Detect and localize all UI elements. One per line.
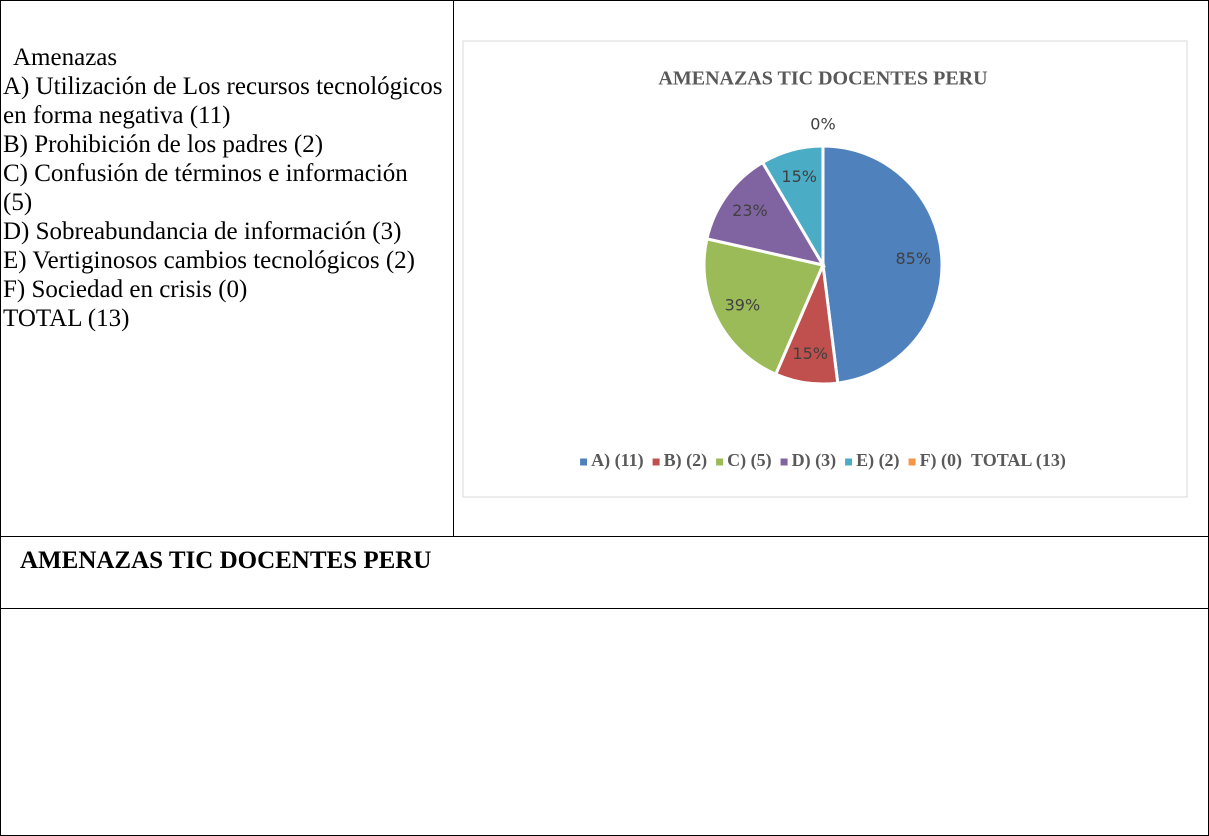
legend-marker xyxy=(652,458,660,466)
pie-slice xyxy=(821,144,944,385)
legend-label: E) (2) xyxy=(856,450,900,471)
legend-label: B) (2) xyxy=(664,450,708,471)
item: F) Sociedad en crisis (0) xyxy=(3,276,248,303)
item: D) Sobreabundancia de información (3) xyxy=(3,218,402,245)
legend-label: A) (11) xyxy=(591,450,644,471)
data-label: 23% xyxy=(732,201,768,220)
heading: Amenazas xyxy=(13,44,118,71)
item-list: A) Utilización de Los recursos tecnológi… xyxy=(3,72,443,304)
item: C) Confusión de términos e información (… xyxy=(3,160,408,216)
pie-slice xyxy=(705,160,827,268)
item: B) Prohibición de los padres (2) xyxy=(3,131,324,158)
legend-label: F) (0) xyxy=(920,450,962,471)
legend-label: C) (5) xyxy=(727,450,771,471)
legend-marker xyxy=(908,458,916,466)
item: A) Utilización de Los recursos tecnológi… xyxy=(3,73,443,129)
legend-marker xyxy=(580,458,588,466)
left-cell: Amenazas A) Utilización de Los recursos … xyxy=(3,43,443,333)
data-label: 39% xyxy=(725,295,761,314)
data-label: 0% xyxy=(810,115,835,134)
item: E) Vertiginosos cambios tecnológicos (2) xyxy=(3,247,415,274)
total: TOTAL (13) xyxy=(3,305,130,332)
legend-marker xyxy=(780,458,788,466)
legend-note: TOTAL (13) xyxy=(971,450,1066,471)
cell-divider xyxy=(453,0,455,537)
legend-marker xyxy=(845,458,853,466)
caption: AMENAZAS TIC DOCENTES PERU xyxy=(20,547,432,574)
caption-row xyxy=(0,536,1209,609)
data-label: 15% xyxy=(781,167,817,186)
pie-slice xyxy=(702,237,826,377)
chart-title: AMENAZAS TIC DOCENTES PERU xyxy=(658,68,987,90)
data-label: 15% xyxy=(792,344,828,363)
data-label: 85% xyxy=(895,249,931,268)
legend-label: D) (3) xyxy=(792,450,836,471)
legend-marker xyxy=(716,458,724,466)
